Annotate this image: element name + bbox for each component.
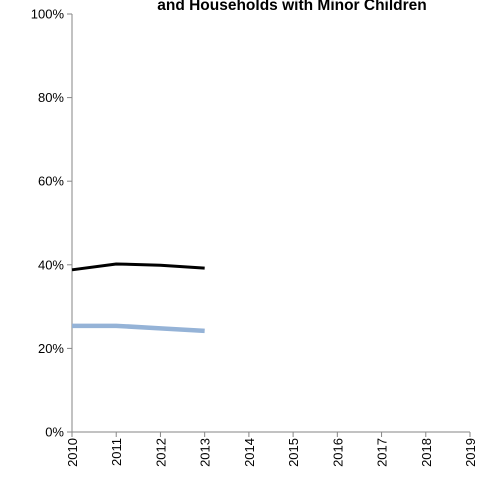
y-tick-label: 20% [38,341,64,356]
x-tick-label: 2017 [375,438,390,467]
x-tick-label: 2010 [65,438,80,467]
y-tick-label: 80% [38,90,64,105]
x-tick-label: 2016 [330,438,345,467]
x-tick-label: 2018 [419,438,434,467]
y-tick-label: 60% [38,174,64,189]
x-tick-label: 2011 [109,438,124,466]
y-tick-label: 0% [45,425,64,440]
x-tick-label: 2012 [153,438,168,467]
x-tick-label: 2013 [198,438,213,467]
y-tick-label: 40% [38,257,64,272]
x-tick-label: 2014 [242,438,257,467]
series-line-1 [71,262,205,272]
series-line-2 [72,323,205,334]
x-tick-label: 2019 [463,438,478,467]
chart-title: and Households with Minor Children [157,0,427,14]
y-tick-label: 100% [31,7,65,22]
x-tick-label: 2015 [286,438,301,467]
